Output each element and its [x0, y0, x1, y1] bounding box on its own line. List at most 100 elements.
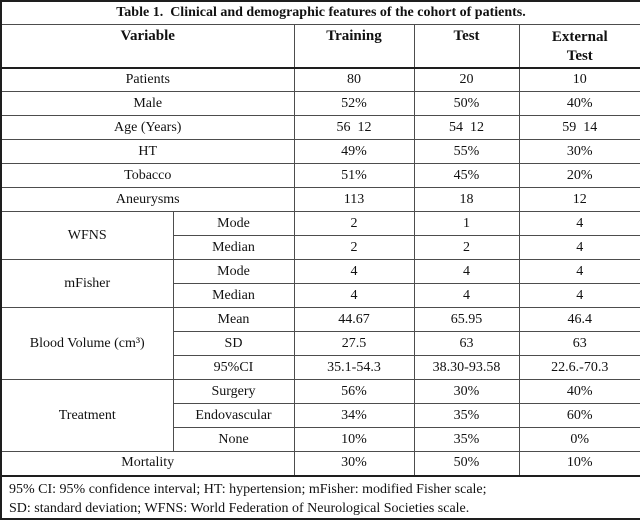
cell-value: 46.4: [518, 307, 640, 332]
row-wfns-mode: WFNS Mode 2 1 4: [0, 211, 640, 260]
row-mfisher-median: Median 4 4 4: [1, 283, 640, 308]
row-label-patients: Patients: [0, 67, 295, 92]
cell-value: 50%: [413, 91, 520, 116]
cell-value: 10%: [293, 427, 415, 452]
cell-value: 52%: [293, 91, 415, 116]
cell-value: 4: [518, 283, 640, 308]
cell-value: 10%: [518, 451, 640, 476]
cell-value: 44.67: [293, 307, 415, 332]
cell-value: 34%: [293, 403, 415, 428]
table-header-row: Variable Training Test External Test: [0, 23, 640, 69]
sub-label-mode: Mode: [172, 259, 295, 284]
cell-value: 2: [293, 211, 415, 236]
cell-value: 63: [413, 331, 520, 356]
cell-value: 38.30-93.58: [413, 355, 520, 380]
cell-value: 20%: [518, 163, 640, 188]
row-label-ht: HT: [0, 139, 295, 164]
cell-value: 10: [518, 67, 640, 92]
row-label-male: Male: [0, 91, 295, 116]
row-bloodvolume-mean: Blood Volume (cm³) Mean 44.67 65.95 46.4: [0, 307, 640, 380]
cell-value: 40%: [518, 379, 640, 404]
row-ht: HT 49% 55% 30%: [0, 139, 640, 164]
cell-value: 30%: [293, 451, 415, 476]
row-label-age: Age (Years): [0, 115, 295, 140]
sub-label-median: Median: [172, 235, 295, 260]
cell-value: 4: [293, 283, 415, 308]
row-tobacco: Tobacco 51% 45% 20%: [0, 163, 640, 188]
row-mortality: Mortality 30% 50% 10%: [0, 451, 640, 476]
sub-label-surgery: Surgery: [172, 379, 295, 404]
cell-value: 20: [413, 67, 520, 92]
cell-value: 27.5: [293, 331, 415, 356]
table-footnote: 95% CI: 95% confidence interval; HT: hyp…: [0, 474, 640, 519]
cell-value: 50%: [413, 451, 520, 476]
cell-value: 1: [413, 211, 520, 236]
sub-label-median: Median: [172, 283, 295, 308]
row-bloodvolume-ci: 95%CI 35.1-54.3 38.30-93.58 22.6.-70.3: [1, 355, 640, 380]
footnote-line-1: 95% CI: 95% confidence interval; HT: hyp…: [9, 481, 487, 497]
cell-value: 4: [518, 235, 640, 260]
cell-value: 0%: [518, 427, 640, 452]
row-label-tobacco: Tobacco: [0, 163, 295, 188]
row-bloodvolume-sd: SD 27.5 63 63: [1, 331, 640, 356]
cell-value: 4: [413, 259, 520, 284]
footnote-line-2: SD: standard deviation; WFNS: World Fede…: [9, 500, 470, 516]
table-footnote-row: 95% CI: 95% confidence interval; HT: hyp…: [0, 474, 640, 519]
cell-value: 45%: [413, 163, 520, 188]
sub-label-mode: Mode: [172, 211, 295, 236]
cell-value: 4: [518, 211, 640, 236]
cell-value: 65.95: [413, 307, 520, 332]
group-label-mfisher: mFisher: [0, 259, 174, 308]
row-label-mortality: Mortality: [0, 451, 295, 476]
cell-value: 30%: [518, 139, 640, 164]
col-header-training: Training: [293, 23, 415, 69]
cell-value: 49%: [293, 139, 415, 164]
col-header-external-test: External Test: [518, 23, 640, 69]
cell-value: 18: [413, 187, 520, 212]
cell-value: 2: [413, 235, 520, 260]
cell-value: 30%: [413, 379, 520, 404]
cell-value: 35%: [413, 403, 520, 428]
cell-value: 2: [293, 235, 415, 260]
cell-value: 56 12: [293, 115, 415, 140]
cell-value: 4: [293, 259, 415, 284]
col-header-test: Test: [413, 23, 520, 69]
sub-label-95ci: 95%CI: [172, 355, 295, 380]
table-title-row: Table 1. Clinical and demographic featur…: [0, 0, 640, 25]
col-header-external-test-label: External Test: [551, 28, 608, 65]
cell-value: 63: [518, 331, 640, 356]
sub-label-none: None: [172, 427, 295, 452]
cell-value: 4: [518, 259, 640, 284]
cell-value: 12: [518, 187, 640, 212]
row-treatment-surgery: Treatment Surgery 56% 30% 40%: [0, 379, 640, 452]
sub-label-endovascular: Endovascular: [172, 403, 295, 428]
row-age: Age (Years) 56 12 54 12 59 14: [0, 115, 640, 140]
sub-label-sd: SD: [172, 331, 295, 356]
cell-value: 40%: [518, 91, 640, 116]
cell-value: 80: [293, 67, 415, 92]
cell-value: 54 12: [413, 115, 520, 140]
group-label-wfns: WFNS: [0, 211, 174, 260]
row-male: Male 52% 50% 40%: [0, 91, 640, 116]
cell-value: 22.6.-70.3: [518, 355, 640, 380]
cell-value: 59 14: [518, 115, 640, 140]
row-label-aneurysms: Aneurysms: [0, 187, 295, 212]
cell-value: 35.1-54.3: [293, 355, 415, 380]
table-title: Table 1. Clinical and demographic featur…: [0, 0, 640, 25]
row-aneurysms: Aneurysms 113 18 12: [0, 187, 640, 212]
cell-value: 35%: [413, 427, 520, 452]
group-label-treatment: Treatment: [0, 379, 174, 452]
cell-value: 56%: [293, 379, 415, 404]
group-label-blood-volume: Blood Volume (cm³): [0, 307, 174, 380]
row-patients: Patients 80 20 10: [0, 67, 640, 92]
row-wfns-median: Median 2 2 4: [1, 235, 640, 260]
row-mfisher-mode: mFisher Mode 4 4 4: [0, 259, 640, 308]
sub-label-mean: Mean: [172, 307, 295, 332]
cell-value: 55%: [413, 139, 520, 164]
cell-value: 4: [413, 283, 520, 308]
cell-value: 51%: [293, 163, 415, 188]
cell-value: 60%: [518, 403, 640, 428]
cell-value: 113: [293, 187, 415, 212]
